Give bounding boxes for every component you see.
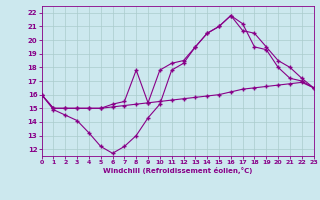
X-axis label: Windchill (Refroidissement éolien,°C): Windchill (Refroidissement éolien,°C) xyxy=(103,167,252,174)
